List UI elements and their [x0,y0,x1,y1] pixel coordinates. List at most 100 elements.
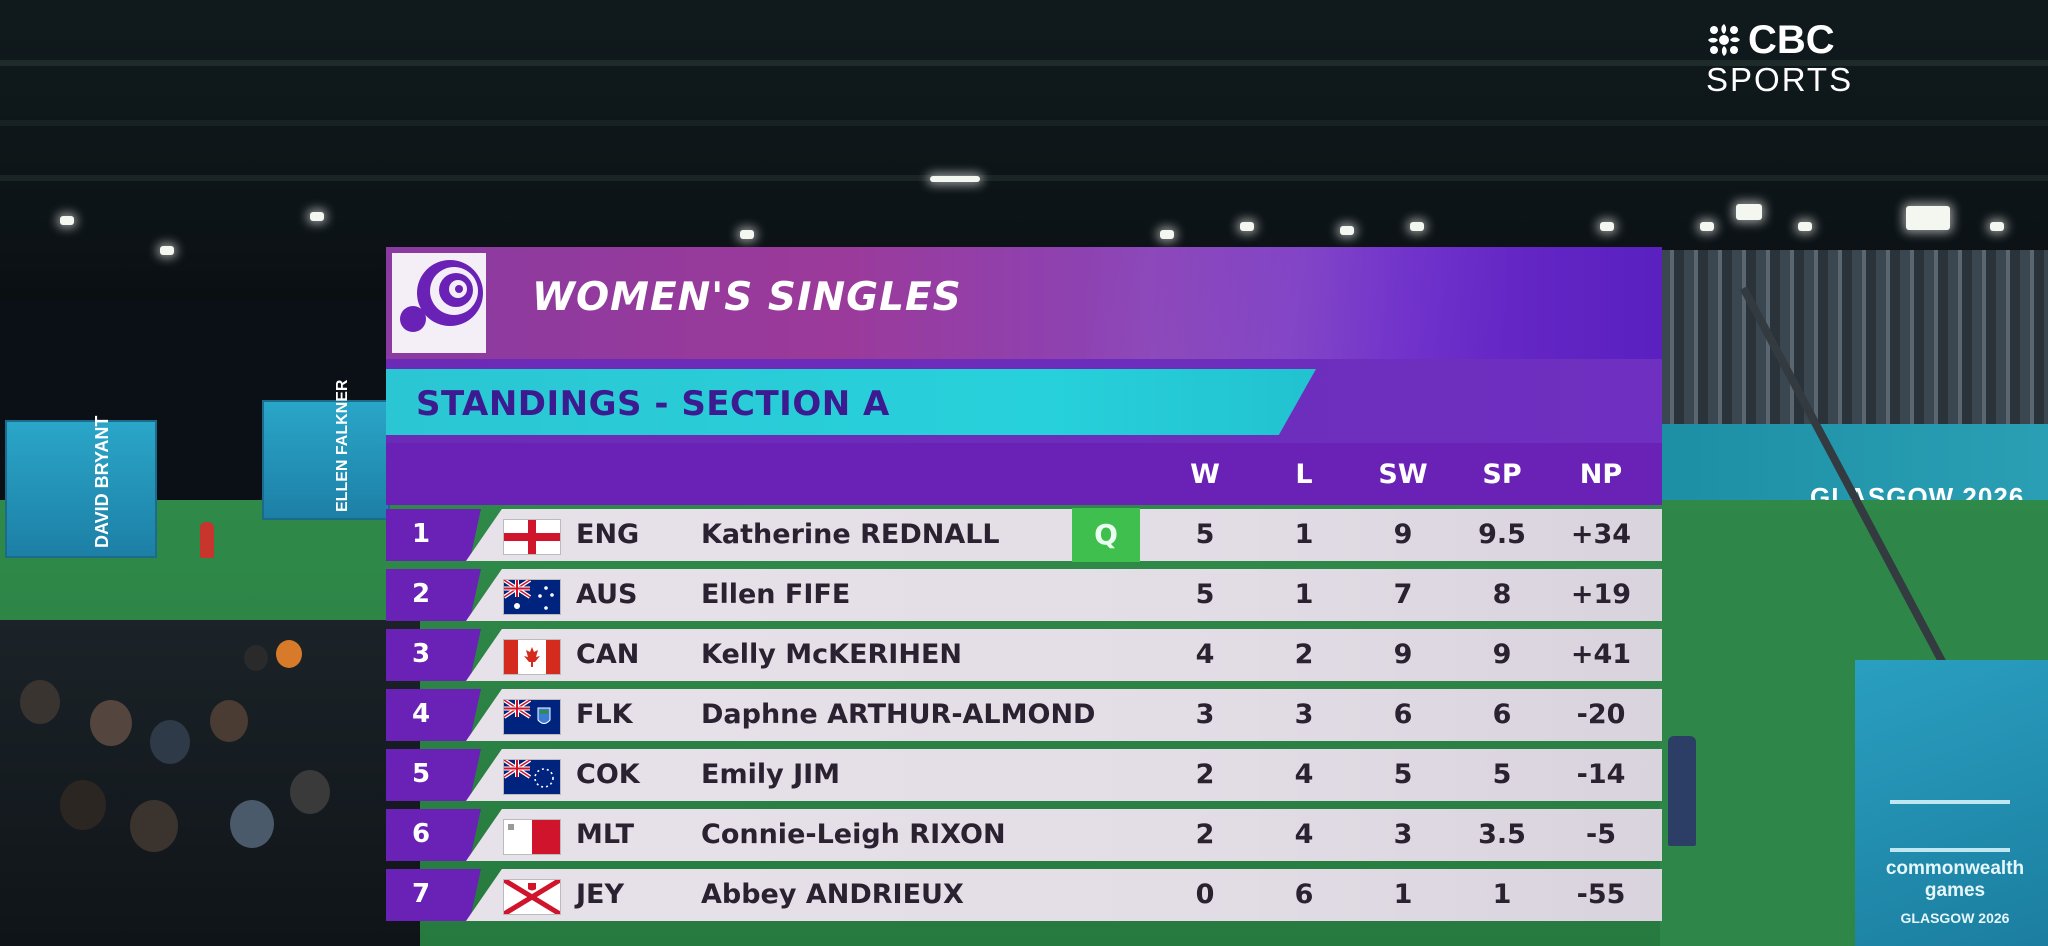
stat-np: +41 [1570,639,1632,670]
ceiling-light [1990,222,2004,231]
stat-sp: 3.5 [1478,819,1526,850]
spectator [60,780,106,830]
graphic-subtitle: STANDINGS - SECTION A [416,384,890,424]
spectator [290,770,330,814]
rank-cell: 4 [386,689,481,741]
rank-number: 7 [411,879,431,909]
cook-islands-flag-icon [503,759,561,795]
stat-sw: 9 [1393,639,1413,670]
bowler-figure [200,522,214,558]
malta-flag-icon [503,819,561,855]
stat-sw: 7 [1393,579,1413,610]
roof-truss [0,60,2048,66]
rank-cell: 1 [386,509,481,561]
column-header-l: L [1295,459,1313,490]
column-header-w: W [1190,459,1220,490]
spectator [230,800,274,848]
rank-number: 5 [411,759,431,789]
bowler-figure [1668,736,1696,846]
stat-np: +34 [1570,519,1632,550]
country-code: ENG [576,519,640,550]
ceiling-light [1600,222,1614,231]
rank-cell: 6 [386,809,481,861]
spectator [130,800,178,852]
standings-row: 4 FLK Daphne ARTHUR-ALMOND 3 3 6 6 -20 [386,689,1662,741]
standings-row: 5 COK Emily JIM 2 4 5 5 -14 [386,749,1662,801]
ceiling-light [60,216,74,225]
stat-w: 5 [1195,519,1215,550]
country-code: COK [576,759,640,790]
stat-sp: 9.5 [1478,519,1526,550]
rank-number: 4 [411,699,431,729]
stat-w: 0 [1195,879,1215,910]
country-code: AUS [576,579,638,610]
venue-sign [5,420,157,558]
row-body [466,629,1662,681]
spectator-stands [1660,250,2048,430]
jersey-flag-icon [503,879,561,915]
canada-flag-icon [503,639,561,675]
row-body [466,869,1662,921]
falkland-islands-flag-icon [503,699,561,735]
rank-number: 6 [411,819,431,849]
ceiling-light [740,230,754,239]
ceiling-light [310,212,324,221]
standings-row: 1 ENG Katherine REDNALL Q 5 1 9 9.5 +34 [386,508,1662,562]
row-body [466,689,1662,741]
stat-l: 4 [1294,759,1314,790]
standings-row: 2 AUS Ellen FIFE 5 1 7 8 +19 [386,569,1662,621]
standings-row: 7 JEY Abbey ANDRIEUX 0 6 1 1 -55 [386,869,1662,921]
stat-w: 4 [1195,639,1215,670]
column-header-sp: SP [1482,459,1522,490]
stat-l: 4 [1294,819,1314,850]
country-code: CAN [576,639,640,670]
column-header-np: NP [1579,459,1623,490]
ceiling-light [1798,222,1812,231]
rank-cell: 7 [386,869,481,921]
spectator [210,700,248,742]
stat-np: -20 [1576,699,1626,730]
lawn-bowls-icon [400,260,483,332]
roof-truss [0,120,2048,126]
stat-l: 2 [1294,639,1314,670]
spectator [150,720,190,764]
rank-cell: 3 [386,629,481,681]
sport-badge [392,253,486,353]
stat-l: 1 [1294,579,1314,610]
ceiling-light [1906,206,1950,230]
stat-l: 3 [1294,699,1314,730]
stat-sw: 9 [1393,519,1413,550]
player-name: Ellen FIFE [701,579,851,610]
stat-w: 2 [1195,759,1215,790]
player-name: Connie-Leigh RIXON [701,819,1006,850]
stat-sp: 6 [1492,699,1512,730]
rank-cell: 2 [386,569,481,621]
ceiling-light [930,176,980,182]
stat-w: 3 [1195,699,1215,730]
standings-row: 3 CAN Kelly McKERIHEN 4 2 9 9 +41 [386,629,1662,681]
stat-sp: 8 [1492,579,1512,610]
ceiling-light [1410,222,1424,231]
ceiling-light [1160,230,1174,239]
cbc-gem-icon [1708,24,1740,56]
commonwealth-games-logo-icon [1890,800,2010,852]
stat-np: +19 [1570,579,1632,610]
australia-flag-icon [503,579,561,615]
venue-sign-text: DAVID BRYANT [92,415,112,548]
stat-sw: 3 [1393,819,1413,850]
country-code: JEY [576,879,625,910]
ceiling-light [160,246,174,255]
stat-sw: 1 [1393,879,1413,910]
stat-sw: 6 [1393,699,1413,730]
stat-w: 5 [1195,579,1215,610]
kiosk-caption-sub: GLASGOW 2026 [1900,910,2010,926]
player-name: Daphne ARTHUR-ALMOND [701,699,1096,730]
stat-sw: 5 [1393,759,1413,790]
row-body [466,569,1662,621]
stat-np: -14 [1576,759,1626,790]
graphic-title: WOMEN'S SINGLES [532,275,962,320]
ceiling-light [1736,204,1762,220]
ceiling-light [1240,222,1254,231]
rank-number: 1 [411,519,431,549]
england-flag-icon [503,519,561,555]
